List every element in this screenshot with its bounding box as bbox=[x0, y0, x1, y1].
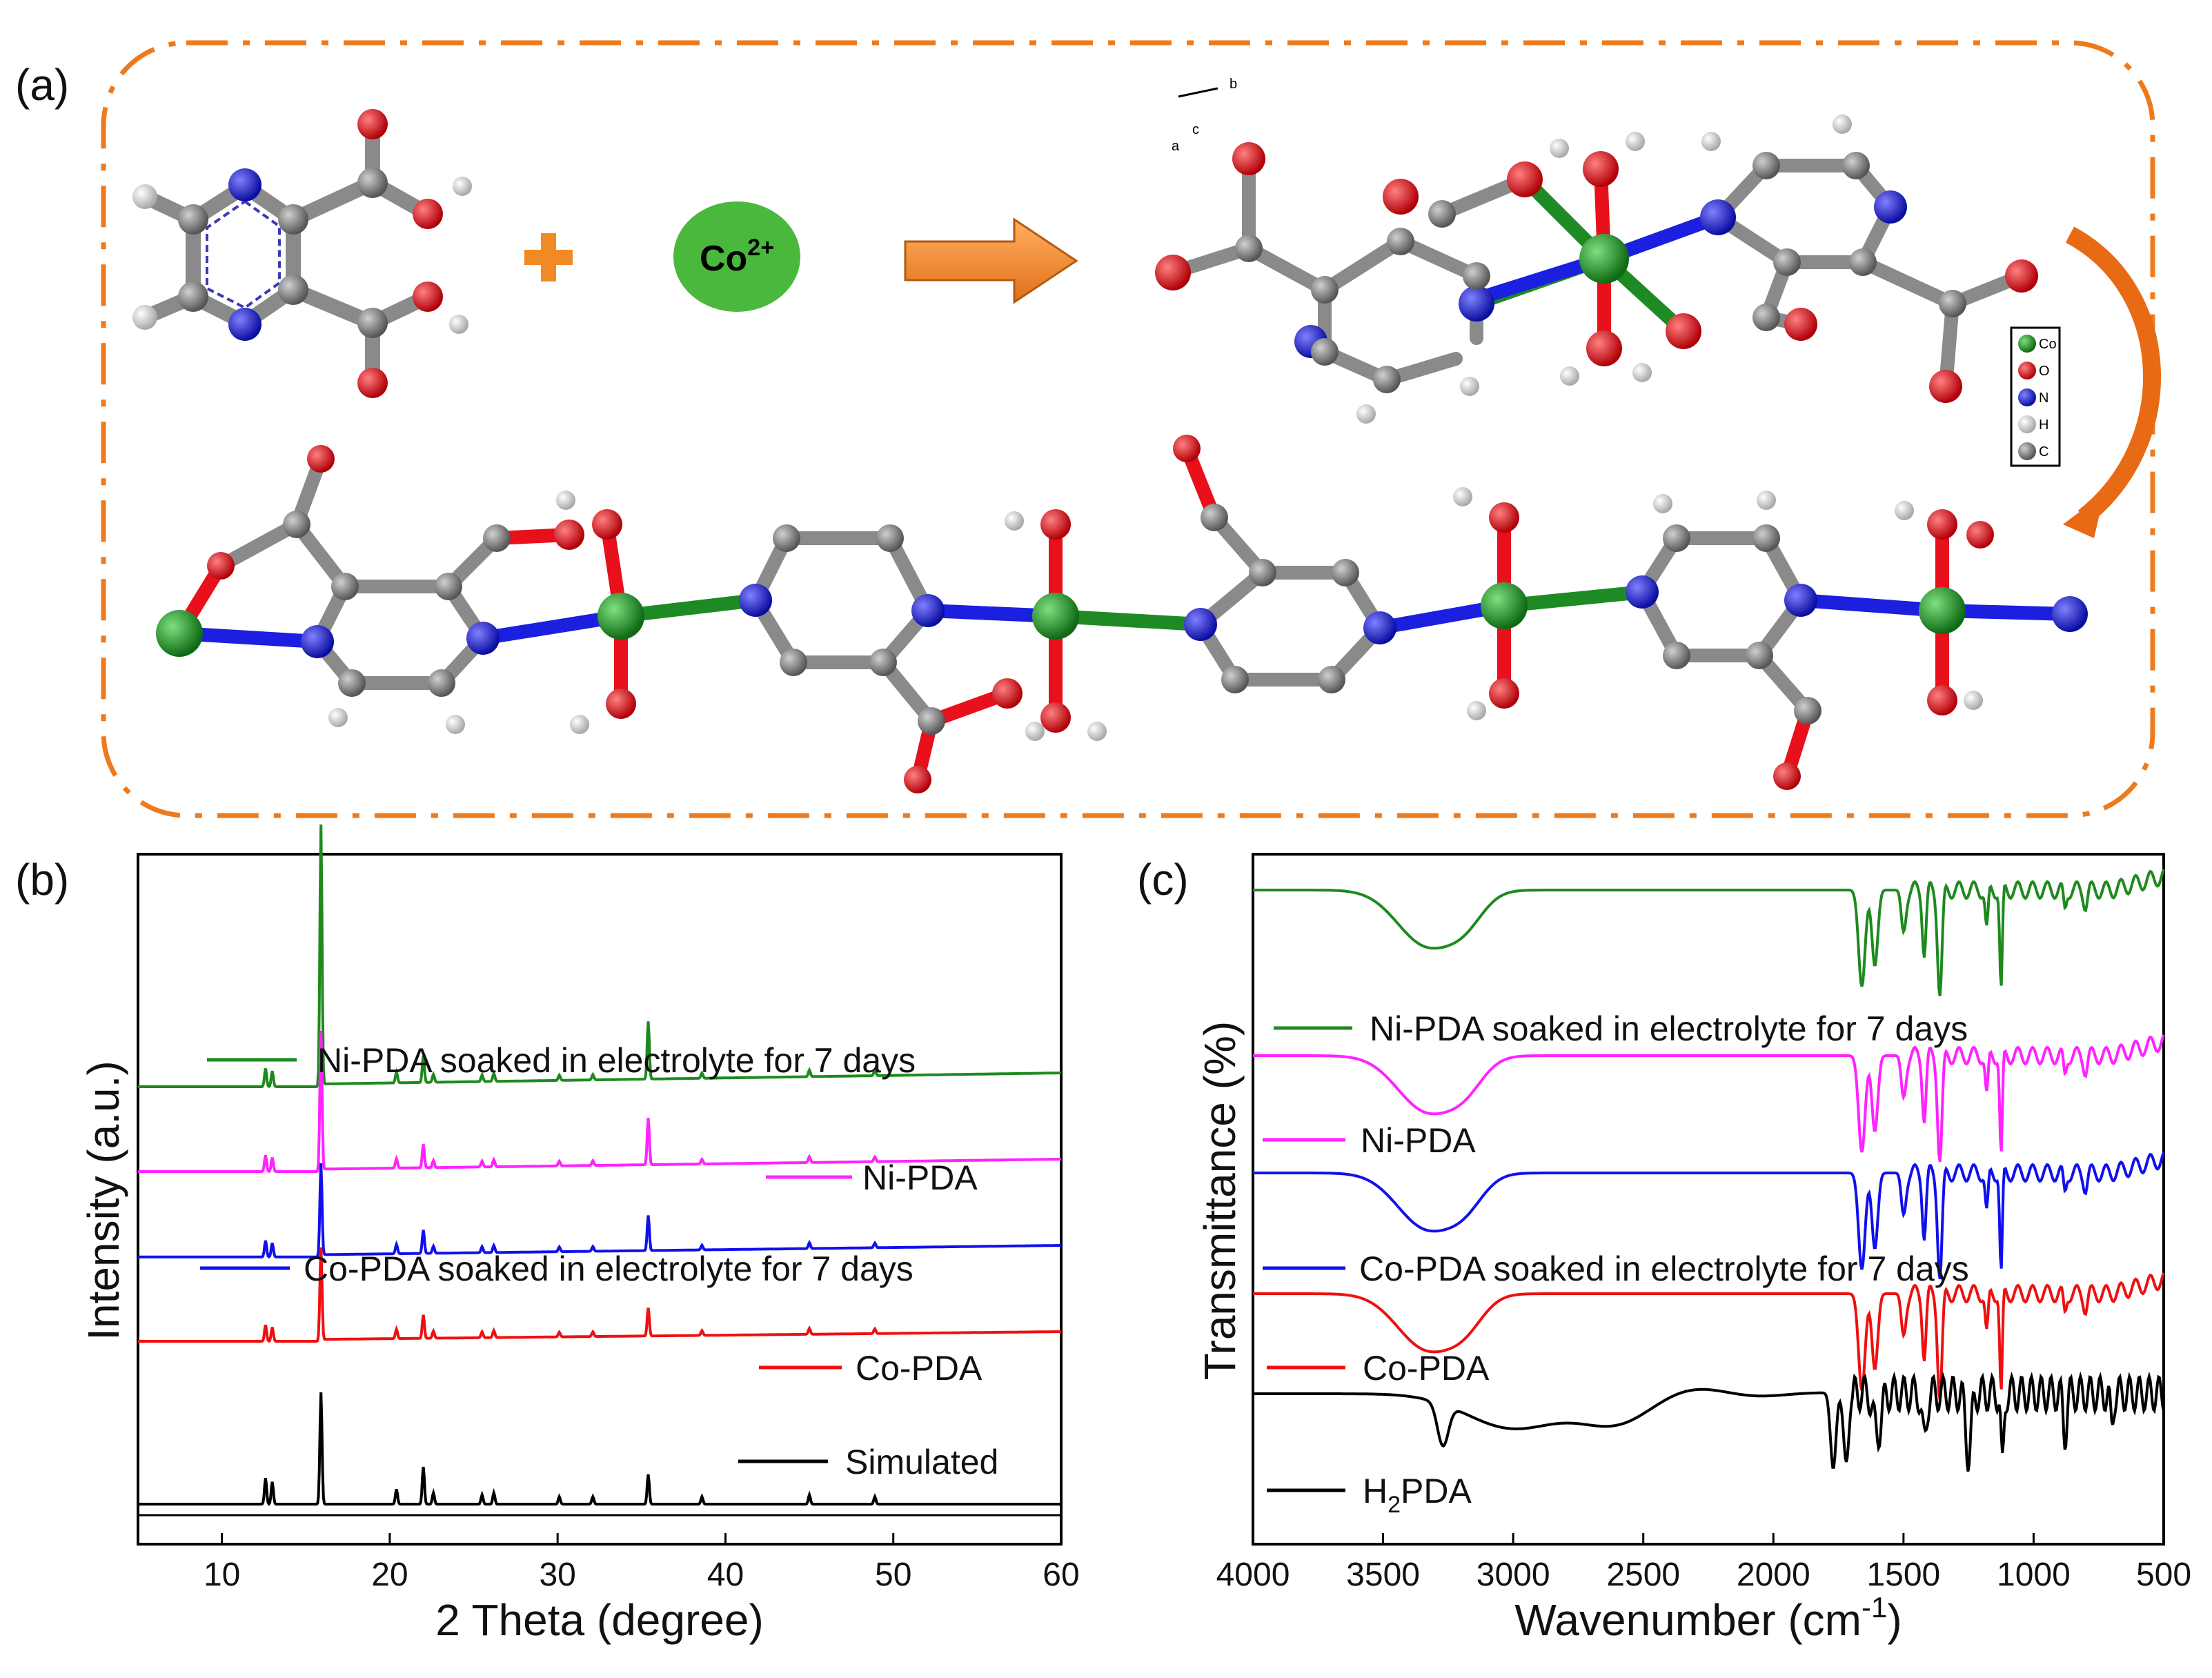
xrd-legend-label: Simulated bbox=[845, 1443, 998, 1481]
ftir-series-line bbox=[1253, 1371, 2165, 1472]
legend-o: O bbox=[2039, 364, 2050, 379]
ftir-xtick-label: 3000 bbox=[1477, 1557, 1550, 1593]
xrd-plot-frame bbox=[137, 853, 1063, 1546]
ftir-series-line bbox=[1253, 1034, 2165, 1162]
ftir-chart: 4000 3500 3000 2500 2000 1500 1000 500 Ni-PDA s… bbox=[1195, 853, 2191, 1645]
ion-charge: 2+ bbox=[747, 235, 774, 261]
ftir-legend-label: Ni-PDA bbox=[1361, 1121, 1476, 1160]
ftir-xtick-label: 2000 bbox=[1737, 1557, 1810, 1593]
ftir-xlabel: Wavenumber (cm-1) bbox=[1514, 1591, 1902, 1645]
xrd-series-line bbox=[138, 1247, 1061, 1343]
ftir-legend-sub: 2 bbox=[1388, 1492, 1401, 1518]
legend-n: N bbox=[2039, 391, 2048, 406]
xrd-chart: 10 20 30 40 50 60 Ni-PDA soaked in electrolyt… bbox=[79, 824, 1080, 1645]
ftir-series-line bbox=[1253, 869, 2165, 996]
ftir-xtick-label: 1500 bbox=[1866, 1557, 1940, 1593]
xrd-series-line bbox=[138, 1163, 1061, 1259]
xrd-legend-label: Ni-PDA soaked in electrolyte for 7 days bbox=[317, 1041, 916, 1080]
ftir-xlabel-tail: ) bbox=[1887, 1595, 1902, 1645]
cobalt-ion: Co2+ bbox=[673, 201, 800, 312]
monomer-structure bbox=[1155, 115, 2038, 424]
axes-glyph: b a c bbox=[1172, 77, 1237, 154]
xrd-xtick-label: 20 bbox=[371, 1557, 408, 1593]
legend-c: C bbox=[2039, 444, 2048, 460]
xrd-ylabel: Intensity (a.u.) bbox=[79, 1060, 128, 1341]
ftir-legend-label: Ni-PDA soaked in electrolyte for 7 days bbox=[1370, 1009, 1968, 1048]
h2pda-molecule bbox=[132, 109, 472, 398]
ftir-xtick-label: 4000 bbox=[1216, 1557, 1290, 1593]
xrd-xtick-label: 50 bbox=[875, 1557, 911, 1593]
curved-arrow-head bbox=[2063, 493, 2104, 538]
ftir-series-line bbox=[1253, 1272, 2165, 1400]
xrd-series-line bbox=[138, 824, 1061, 1089]
ftir-xtick-label: 2500 bbox=[1606, 1557, 1680, 1593]
xrd-legend-label: Co-PDA soaked in electrolyte for 7 days bbox=[304, 1250, 914, 1288]
ftir-xtick-label: 3500 bbox=[1346, 1557, 1420, 1593]
ftir-ylabel: Transmittance (%) bbox=[1195, 1021, 1245, 1380]
svg-text:Co2+: Co2+ bbox=[700, 235, 774, 279]
axis-b: b bbox=[1230, 77, 1237, 92]
ftir-series-line bbox=[1253, 1152, 2165, 1279]
panel-c-label: (c) bbox=[1137, 855, 1189, 905]
ftir-legend-pda: PDA bbox=[1401, 1472, 1472, 1510]
ftir-xtick-label: 1000 bbox=[1997, 1557, 2071, 1593]
legend-co: Co bbox=[2039, 337, 2057, 352]
axis-c: c bbox=[1192, 122, 1199, 137]
reaction-arrow bbox=[904, 217, 1078, 304]
xrd-legend-label: Co-PDA bbox=[856, 1349, 982, 1388]
ftir-legend-label: H2PDA bbox=[1363, 1472, 1472, 1518]
ion-symbol: Co bbox=[700, 239, 747, 279]
ftir-xlabel-main: Wavenumber (cm bbox=[1514, 1595, 1862, 1645]
panel-a-label: (a) bbox=[15, 60, 70, 110]
legend-h: H bbox=[2039, 417, 2048, 433]
axis-a: a bbox=[1172, 139, 1180, 154]
ftir-legend-h: H bbox=[1363, 1472, 1388, 1510]
polymer-chain bbox=[156, 435, 2088, 793]
xrd-legend-label: Ni-PDA bbox=[862, 1158, 978, 1197]
plus-sign bbox=[524, 233, 573, 282]
ftir-legend-label: Co-PDA soaked in electrolyte for 7 days bbox=[1359, 1250, 1969, 1288]
ftir-legend-label: Co-PDA bbox=[1363, 1349, 1490, 1388]
xrd-xtick-label: 30 bbox=[539, 1557, 575, 1593]
xrd-xlabel: 2 Theta (degree) bbox=[435, 1595, 764, 1645]
atom-legend: Co O N H C bbox=[2010, 326, 2061, 467]
xrd-xtick-label: 10 bbox=[204, 1557, 240, 1593]
panel-b-label: (b) bbox=[15, 855, 70, 905]
ftir-xlabel-sup: -1 bbox=[1862, 1591, 1887, 1623]
xrd-xtick-label: 60 bbox=[1043, 1557, 1079, 1593]
ftir-plot-frame bbox=[1252, 853, 2165, 1546]
xrd-xtick-label: 40 bbox=[707, 1557, 744, 1593]
panel-a: Co2+ b a c bbox=[101, 40, 2161, 818]
xrd-series-line bbox=[138, 1392, 1061, 1506]
ftir-xtick-label: 500 bbox=[2136, 1557, 2191, 1593]
xrd-series-line bbox=[138, 1030, 1061, 1174]
curved-arrow bbox=[2065, 226, 2161, 525]
